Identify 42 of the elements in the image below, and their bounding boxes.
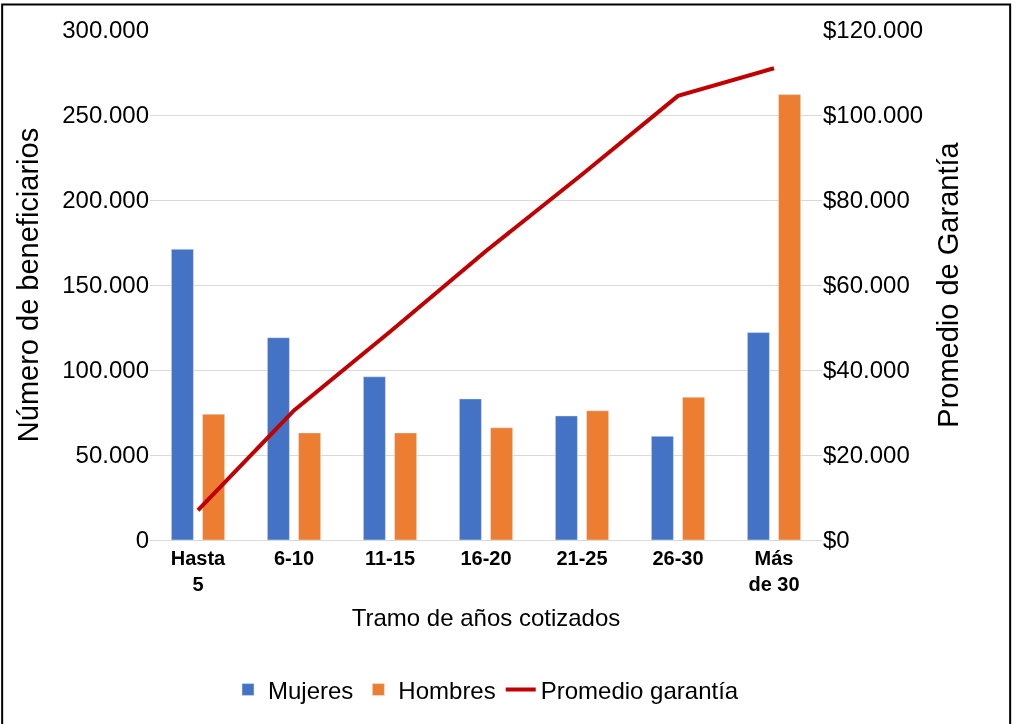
y2-tick-label: $60.000 [823, 271, 910, 299]
legend-label: Mujeres [268, 676, 354, 704]
x-tick-label: 11-15 [364, 547, 416, 569]
x-tick-label: 26-30 [652, 547, 704, 569]
y-tick-label: 200.000 [62, 186, 149, 214]
y-tick-label: 50.000 [75, 441, 149, 469]
y-tick-label: 0 [135, 526, 149, 554]
bar [459, 398, 482, 540]
legend-label: Hombres [398, 676, 496, 704]
x-tick-label: 6-10 [273, 547, 315, 569]
x-axis-title: Tramo de años cotizados [351, 604, 621, 632]
bar [490, 427, 513, 540]
bar [682, 396, 705, 540]
bar [394, 432, 417, 540]
y-tick-label: 150.000 [62, 271, 149, 299]
y2-tick-label: $80.000 [823, 186, 910, 214]
legend-label: Promedio garantía [540, 676, 739, 704]
y-tick-label: 100.000 [62, 356, 149, 384]
bar [586, 410, 609, 540]
bar [171, 249, 194, 540]
bar [363, 376, 386, 540]
y-tick-label: 300.000 [62, 16, 149, 44]
y2-tick-label: $0 [823, 526, 850, 554]
bar [555, 415, 578, 540]
x-tick-label: Más de 30 [748, 547, 800, 595]
y2-axis-title: Promedio de Garantía [931, 141, 964, 428]
y2-tick-label: $120.000 [823, 16, 924, 44]
x-tick-label: 16-20 [460, 547, 512, 569]
bar [298, 432, 321, 540]
bar [778, 94, 801, 540]
line-series [196, 66, 776, 513]
bar [747, 332, 770, 540]
x-tick-label: Hasta 5 [170, 547, 227, 595]
y-axis-title: Número de beneficiarios [11, 127, 44, 443]
bar [651, 436, 674, 540]
bar [202, 413, 225, 540]
y2-tick-label: $40.000 [823, 356, 910, 384]
x-tick-label: 21-25 [556, 547, 608, 569]
y2-tick-label: $100.000 [823, 101, 924, 129]
y2-tick-label: $20.000 [823, 441, 910, 469]
bar [267, 337, 290, 540]
y-tick-label: 250.000 [62, 101, 149, 129]
